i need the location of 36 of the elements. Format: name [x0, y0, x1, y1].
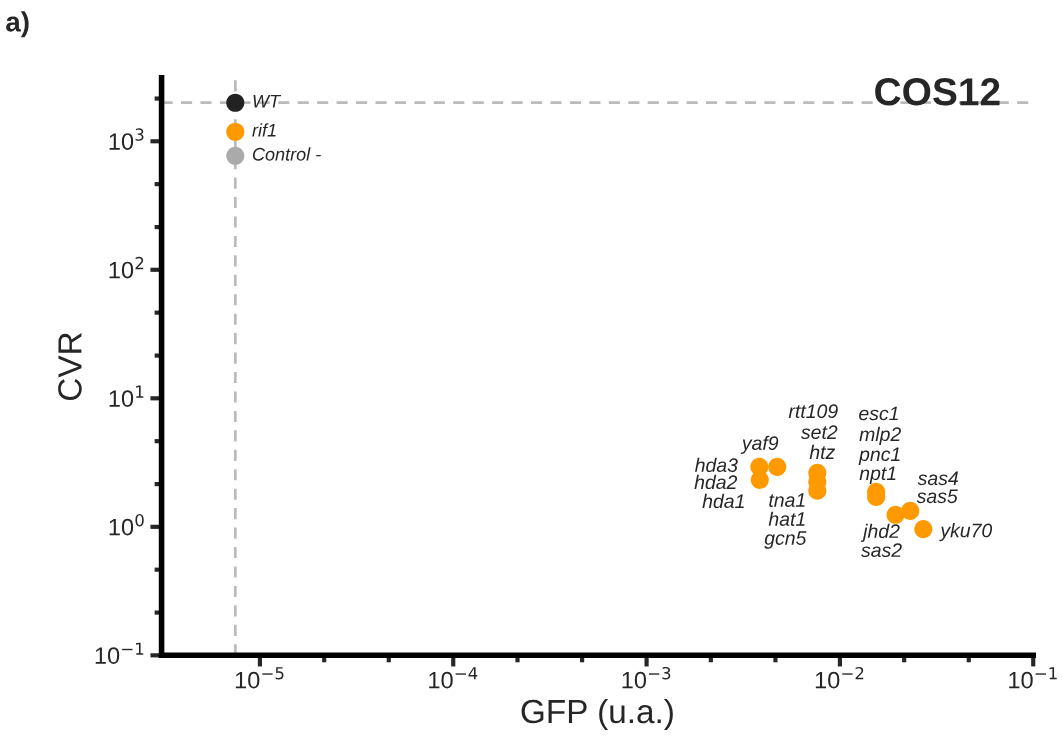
- annotation: gcn5: [764, 531, 807, 549]
- text: a): [6, 11, 29, 38]
- y-tick-label: 10$^{2}$: [109, 256, 144, 279]
- y-tick-label: 10$^{3}$: [109, 128, 144, 150]
- annotation: hda2: [694, 474, 738, 490]
- annotation: hda1: [702, 493, 744, 509]
- annotation: pnc1: [858, 447, 900, 465]
- y-tick-label: 10$^{1}$: [109, 385, 144, 407]
- annotation: yaf9: [740, 435, 779, 454]
- annotation: sas4: [917, 471, 959, 486]
- y-tick-label: 10$^{0}$: [109, 513, 144, 536]
- annotation: esc1: [859, 406, 898, 421]
- annotation: tna1: [769, 493, 805, 507]
- y-axis-title: CVR: [58, 332, 82, 401]
- annotation: set2: [800, 425, 838, 440]
- annotation: rtt109: [788, 404, 838, 419]
- series-label: Control -: [252, 147, 321, 161]
- annotation: sas5: [916, 489, 958, 504]
- series-label: WT: [253, 94, 282, 108]
- chart-title: COS12: [875, 77, 1000, 106]
- annotation: yku70: [939, 523, 993, 542]
- annotation: hda3: [695, 457, 738, 473]
- x-tick-label: 10$^{−4}$: [429, 667, 478, 689]
- annotation: sas2: [861, 543, 902, 558]
- annotation: htz: [809, 444, 836, 460]
- x-tick-label: 10$^{−3}$: [622, 666, 671, 689]
- annotation: npt1: [859, 466, 896, 484]
- series-label: rif1: [252, 123, 276, 137]
- y-tick-label: 10$^{−1}$: [95, 642, 144, 664]
- annotation: mlp2: [859, 426, 901, 445]
- x-axis-title: GFP (u.a.): [521, 698, 673, 730]
- x-tick-label: 10$^{−5}$: [235, 667, 284, 689]
- annotation: jhd2: [860, 523, 900, 542]
- x-tick-label: 10$^{−1}$: [1009, 667, 1057, 689]
- annotation: hat1: [768, 511, 805, 526]
- x-tick-label: 10$^{−2}$: [815, 666, 864, 689]
